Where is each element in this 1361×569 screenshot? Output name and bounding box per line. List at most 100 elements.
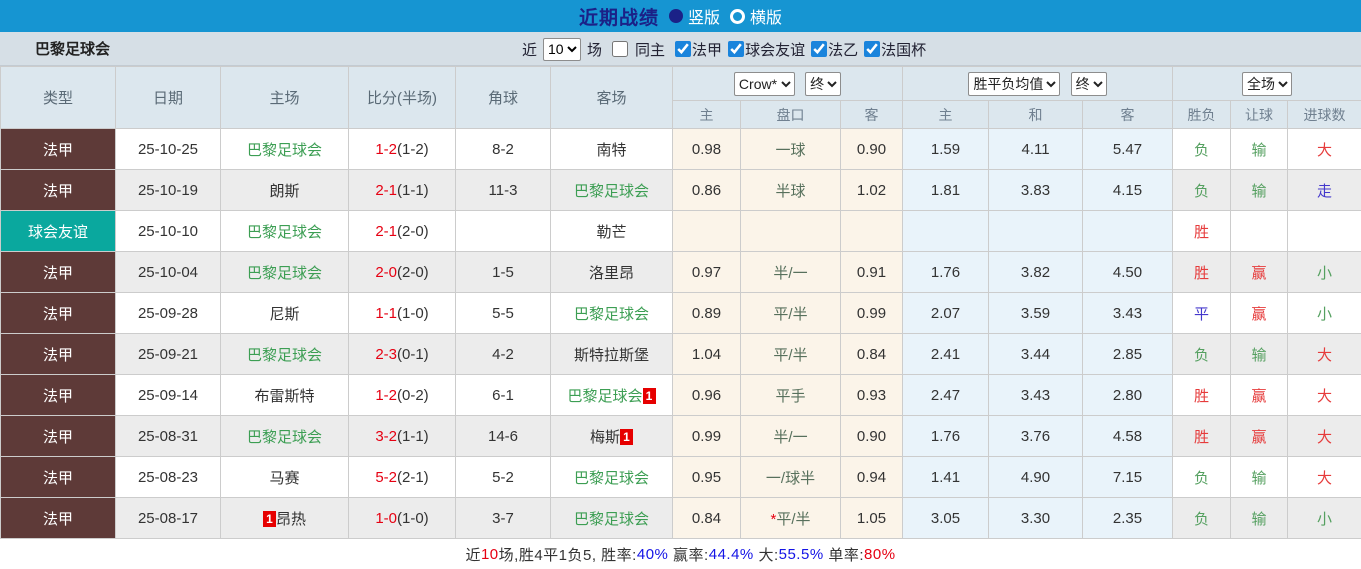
radio-selected-icon[interactable]: [669, 9, 683, 23]
odds-draw-cell: [989, 211, 1083, 252]
league-checkbox-label: 法乙: [828, 39, 858, 60]
home-team-name[interactable]: 马赛: [269, 470, 299, 487]
league-filter-球会友谊[interactable]: 球会友谊: [722, 39, 805, 60]
goals-result-cell: 大: [1288, 416, 1361, 457]
home-team-name[interactable]: 巴黎足球会: [247, 224, 322, 241]
ah-away-odds-cell: 0.84: [841, 334, 903, 375]
ah-line-text: 一/球半: [766, 470, 815, 487]
away-team-cell: 斯特拉斯堡: [551, 334, 673, 375]
fulltime-score: 1-1: [375, 305, 397, 322]
ah-line-cell: 半球: [741, 170, 841, 211]
away-team-name[interactable]: 巴黎足球会: [574, 306, 649, 323]
ah-line-text: 半/一: [773, 429, 807, 446]
away-team-name[interactable]: 巴黎足球会: [567, 388, 642, 405]
score-cell: 2-1(2-0): [349, 211, 456, 252]
league-checkbox[interactable]: [811, 41, 827, 57]
home-team-name[interactable]: 巴黎足球会: [247, 265, 322, 282]
handicap-result-cell: 输: [1231, 457, 1288, 498]
home-team-name[interactable]: 巴黎足球会: [247, 429, 322, 446]
home-team-name[interactable]: 尼斯: [269, 306, 299, 323]
radio-unselected-icon[interactable]: [730, 9, 745, 24]
home-team-name[interactable]: 布雷斯特: [254, 388, 314, 405]
goals-result-cell: 走: [1288, 170, 1361, 211]
league-checkbox[interactable]: [728, 41, 744, 57]
home-team-name[interactable]: 巴黎足球会: [247, 347, 322, 364]
red-card-badge: 1: [643, 388, 656, 404]
score-cell: 3-2(1-1): [349, 416, 456, 457]
league-filter-法甲[interactable]: 法甲: [669, 39, 722, 60]
halftime-score: (0-2): [397, 387, 429, 404]
ah-away-odds-cell: 0.90: [841, 129, 903, 170]
home-team-name[interactable]: 朗斯: [269, 183, 299, 200]
away-team-name[interactable]: 斯特拉斯堡: [574, 347, 649, 364]
league-type-badge: 法甲: [1, 457, 116, 498]
odds-company-select[interactable]: Crow*: [734, 72, 795, 96]
ah-away-odds-cell: 0.91: [841, 252, 903, 293]
odds-home-cell: 1.76: [903, 416, 989, 457]
ah-away-odds-cell: [841, 211, 903, 252]
layout-radio-horizontal[interactable]: 横版: [730, 4, 782, 28]
odds-home-cell: [903, 211, 989, 252]
home-team-name[interactable]: 昂热: [276, 511, 306, 528]
score-cell: 1-2(1-2): [349, 129, 456, 170]
away-team-name[interactable]: 巴黎足球会: [574, 183, 649, 200]
away-team-name[interactable]: 巴黎足球会: [574, 511, 649, 528]
away-team-name[interactable]: 洛里昂: [589, 265, 634, 282]
odds-home-cell: 2.47: [903, 375, 989, 416]
summary-segment: 单率:: [824, 544, 864, 565]
score-cell: 1-0(1-0): [349, 498, 456, 539]
summary-segment: 10: [481, 546, 499, 563]
ah-away-odds-cell: 1.05: [841, 498, 903, 539]
goals-result-cell: [1288, 211, 1361, 252]
layout-radio-vertical[interactable]: 竖版: [669, 4, 720, 28]
ah-line-cell: 平/半: [741, 334, 841, 375]
league-filter-group: 法甲球会友谊 法乙法国杯: [669, 39, 926, 60]
fulltime-score: 3-2: [375, 428, 397, 445]
handicap-result-cell: 赢: [1231, 375, 1288, 416]
home-team-cell: 朗斯: [221, 170, 349, 211]
odds-draw-cell: 3.82: [989, 252, 1083, 293]
date-cell: 25-09-21: [116, 334, 221, 375]
halftime-score: (1-2): [397, 141, 429, 158]
wdl-result-cell: 平: [1173, 293, 1231, 334]
halftime-score: (1-0): [397, 510, 429, 527]
away-team-name[interactable]: 梅斯: [590, 429, 620, 446]
odds-home-cell: 3.05: [903, 498, 989, 539]
ah-home-odds-cell: 0.98: [673, 129, 741, 170]
match-count-select[interactable]: 10: [543, 38, 581, 61]
fulltime-score: 5-2: [375, 469, 397, 486]
league-checkbox[interactable]: [675, 41, 691, 57]
wdl-result-cell: 胜: [1173, 375, 1231, 416]
odds-home-cell: 1.81: [903, 170, 989, 211]
same-home-checkbox[interactable]: [612, 41, 628, 57]
league-filter-法国杯[interactable]: 法国杯: [858, 39, 926, 60]
summary-segment: 场,胜4平1负5, 胜率:: [499, 544, 637, 565]
ah-line-text: 平/半: [776, 511, 810, 528]
league-checkbox[interactable]: [864, 41, 880, 57]
away-team-name[interactable]: 南特: [596, 142, 626, 159]
avg-type-select[interactable]: 胜平负均值: [968, 72, 1060, 96]
away-team-name[interactable]: 巴黎足球会: [574, 470, 649, 487]
scope-select[interactable]: 全场: [1242, 72, 1292, 96]
avg-time-select[interactable]: 终: [1071, 72, 1107, 96]
ah-line-cell: 半/一: [741, 416, 841, 457]
date-cell: 25-10-25: [116, 129, 221, 170]
odds-draw-cell: 3.59: [989, 293, 1083, 334]
odds-draw-cell: 3.44: [989, 334, 1083, 375]
score-cell: 1-1(1-0): [349, 293, 456, 334]
ah-time-select[interactable]: 终: [805, 72, 841, 96]
corner-cell: 3-7: [456, 498, 551, 539]
goals-result-cell: 大: [1288, 334, 1361, 375]
ah-away-odds-cell: 0.93: [841, 375, 903, 416]
corner-cell: 6-1: [456, 375, 551, 416]
odds-away-cell: 7.15: [1083, 457, 1173, 498]
league-filter-法乙[interactable]: 法乙: [805, 39, 858, 60]
ah-line-text: 半/一: [773, 265, 807, 282]
away-team-name[interactable]: 勒芒: [596, 224, 626, 241]
home-team-name[interactable]: 巴黎足球会: [247, 142, 322, 159]
halftime-score: (2-0): [397, 223, 429, 240]
fulltime-score: 2-3: [375, 346, 397, 363]
